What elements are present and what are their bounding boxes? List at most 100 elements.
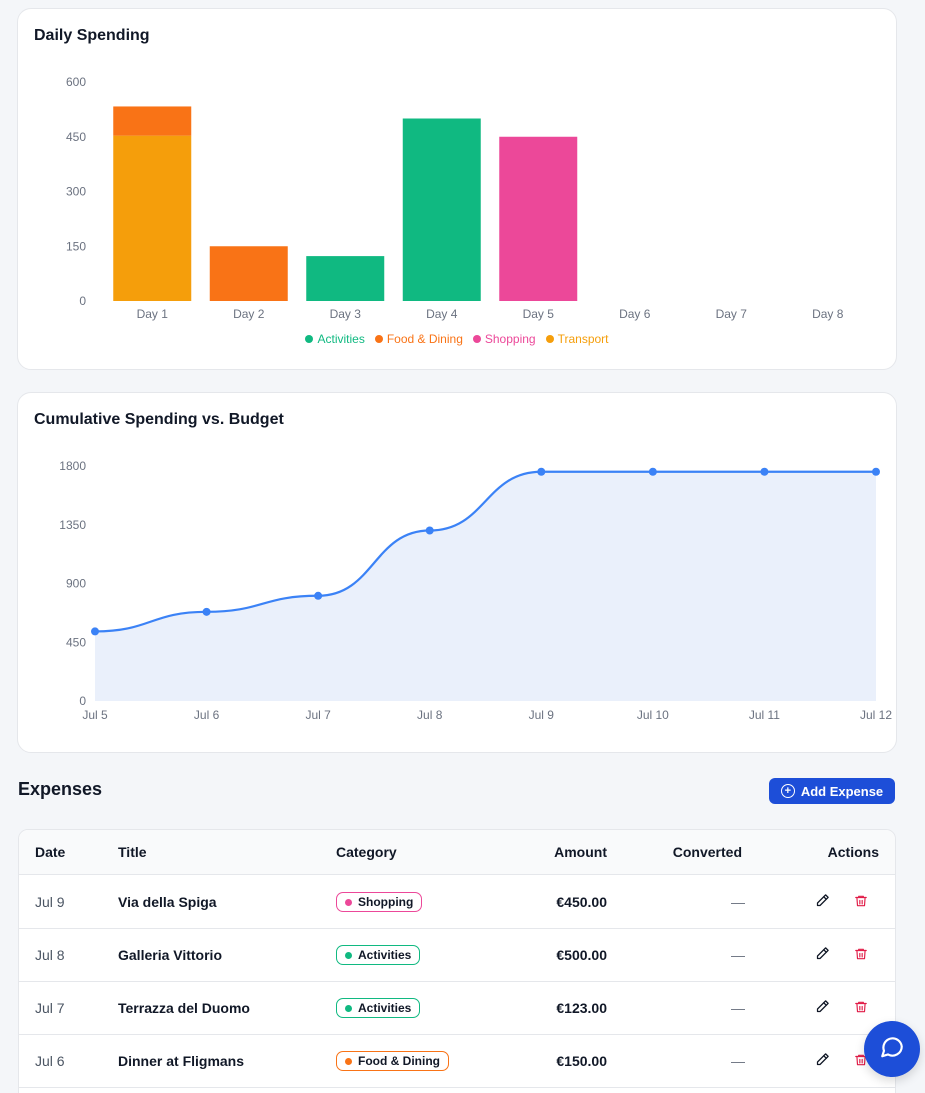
category-label: Activities bbox=[358, 1001, 412, 1015]
edit-button[interactable] bbox=[812, 945, 832, 965]
category-badge: Activities bbox=[336, 998, 421, 1018]
table-row[interactable]: Jul 7 Terrazza del Duomo Activities €123.00… bbox=[19, 982, 895, 1035]
legend-item[interactable]: Transport bbox=[545, 332, 609, 346]
x-tick-label: Day 5 bbox=[523, 307, 555, 321]
expense-title: Via della Spiga bbox=[118, 894, 217, 910]
daily-spending-legend: Activities Food & Dining Shopping Transport bbox=[18, 332, 896, 346]
daily-spending-chart: 0 150 300 450 600 Day 1 Day 2 Day 3 Day 4 Day 5 Da… bbox=[66, 75, 844, 321]
bar-segment[interactable] bbox=[113, 135, 192, 301]
expense-date: Jul 6 bbox=[35, 1053, 65, 1069]
legend-dot bbox=[305, 335, 314, 343]
column-header-converted[interactable]: Converted bbox=[672, 844, 742, 860]
expense-amount: €450.00 bbox=[556, 894, 607, 910]
legend-dot bbox=[545, 335, 554, 343]
chat-bubble-icon bbox=[879, 1034, 905, 1065]
category-badge: Food & Dining bbox=[336, 1051, 449, 1071]
y-tick-label: 600 bbox=[66, 75, 86, 89]
legend-item[interactable]: Activities bbox=[305, 332, 365, 346]
x-tick-label: Jul 7 bbox=[305, 708, 331, 722]
data-point[interactable] bbox=[91, 627, 99, 636]
y-tick-label: 450 bbox=[66, 635, 86, 649]
expense-amount: €150.00 bbox=[556, 1053, 607, 1069]
table-row[interactable]: Jul 9 Via della Spiga Shopping €450.00 — bbox=[19, 876, 895, 929]
x-tick-label: Jul 8 bbox=[417, 708, 443, 722]
expense-date: Jul 9 bbox=[35, 894, 65, 910]
y-tick-label: 150 bbox=[66, 239, 86, 253]
column-header-actions: Actions bbox=[827, 844, 879, 860]
delete-button[interactable] bbox=[851, 945, 871, 965]
category-label: Food & Dining bbox=[358, 1054, 440, 1068]
expense-title: Terrazza del Duomo bbox=[118, 1000, 250, 1016]
x-tick-label: Jul 12 bbox=[860, 708, 892, 722]
expense-converted: — bbox=[731, 1053, 745, 1069]
expense-converted: — bbox=[731, 947, 745, 963]
table-header: Date Title Category Amount Converted Act… bbox=[19, 830, 895, 875]
y-tick-label: 1350 bbox=[59, 518, 86, 532]
trash-icon bbox=[854, 947, 868, 964]
column-header-date[interactable]: Date bbox=[35, 844, 66, 860]
expense-title: Galleria Vittorio bbox=[118, 947, 222, 963]
bar-segment[interactable] bbox=[306, 256, 385, 301]
data-point[interactable] bbox=[648, 467, 657, 476]
data-point[interactable] bbox=[314, 591, 323, 600]
trash-icon bbox=[854, 894, 868, 911]
expense-amount: €123.00 bbox=[556, 1000, 607, 1016]
x-tick-label: Day 4 bbox=[426, 307, 458, 321]
bar-segment[interactable] bbox=[402, 118, 481, 302]
category-dot bbox=[345, 951, 352, 959]
x-tick-label: Day 8 bbox=[812, 307, 844, 321]
daily-spending-card: Daily Spending 0 150 300 450 600 Day 1 Day 2 Da… bbox=[17, 8, 897, 370]
x-tick-label: Jul 11 bbox=[749, 708, 780, 722]
x-tick-label: Day 7 bbox=[716, 307, 748, 321]
trash-icon bbox=[854, 1000, 868, 1017]
expense-date: Jul 7 bbox=[35, 1000, 65, 1016]
legend-dot bbox=[472, 335, 481, 343]
x-tick-label: Day 2 bbox=[233, 307, 265, 321]
category-label: Shopping bbox=[358, 895, 414, 909]
column-header-title[interactable]: Title bbox=[118, 844, 147, 860]
legend-item[interactable]: Shopping bbox=[472, 332, 536, 346]
pencil-icon bbox=[815, 1052, 830, 1070]
bar-segment[interactable] bbox=[113, 106, 192, 136]
column-header-category[interactable]: Category bbox=[336, 844, 397, 860]
bar-segment[interactable] bbox=[499, 136, 578, 301]
data-point[interactable] bbox=[537, 467, 546, 476]
edit-button[interactable] bbox=[812, 892, 832, 912]
data-point[interactable] bbox=[202, 607, 211, 616]
expenses-table: Date Title Category Amount Converted Act… bbox=[18, 829, 896, 1093]
legend-item[interactable]: Food & Dining bbox=[374, 332, 463, 346]
delete-button[interactable] bbox=[851, 892, 871, 912]
legend-label: Food & Dining bbox=[386, 332, 463, 346]
add-expense-button[interactable]: + Add Expense bbox=[769, 778, 895, 804]
y-tick-label: 1800 bbox=[59, 459, 86, 473]
legend-dot bbox=[374, 335, 383, 343]
daily-spending-title: Daily Spending bbox=[34, 27, 150, 44]
cumulative-spending-chart: 0 450 900 1350 1800 Jul 5 Jul 6 Jul 7 Jul 8 Jul 9… bbox=[59, 459, 892, 722]
edit-button[interactable] bbox=[812, 998, 832, 1018]
x-tick-label: Day 6 bbox=[619, 307, 651, 321]
table-row[interactable]: Jul 8 Galleria Vittorio Activities €500.00 — bbox=[19, 929, 895, 982]
x-tick-label: Jul 6 bbox=[194, 708, 220, 722]
category-dot bbox=[345, 1057, 352, 1065]
table-row[interactable]: Jul 6 Dinner at Fligmans Food & Dining €150… bbox=[19, 1035, 895, 1088]
data-point[interactable] bbox=[872, 467, 880, 476]
pencil-icon bbox=[815, 946, 830, 964]
column-header-amount[interactable]: Amount bbox=[554, 844, 607, 860]
y-tick-label: 0 bbox=[79, 294, 86, 308]
x-tick-label: Jul 10 bbox=[637, 708, 669, 722]
data-point[interactable] bbox=[425, 526, 434, 535]
delete-button[interactable] bbox=[851, 998, 871, 1018]
edit-button[interactable] bbox=[812, 1051, 832, 1071]
category-dot bbox=[345, 1004, 352, 1012]
chat-button[interactable] bbox=[864, 1021, 920, 1077]
expense-converted: — bbox=[731, 1000, 745, 1016]
y-tick-label: 0 bbox=[79, 694, 86, 708]
add-expense-label: Add Expense bbox=[800, 783, 884, 799]
legend-label: Activities bbox=[317, 332, 365, 346]
expense-title: Dinner at Fligmans bbox=[118, 1053, 245, 1069]
category-label: Activities bbox=[358, 948, 412, 962]
x-tick-label: Jul 9 bbox=[529, 708, 555, 722]
bar-segment[interactable] bbox=[209, 246, 288, 301]
data-point[interactable] bbox=[760, 467, 769, 476]
legend-label: Transport bbox=[557, 332, 609, 346]
